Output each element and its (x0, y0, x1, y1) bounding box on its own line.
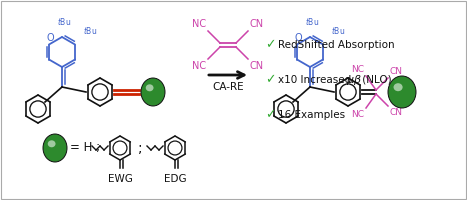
Ellipse shape (388, 76, 416, 108)
Text: $t$Bu: $t$Bu (331, 25, 345, 36)
Text: 16 Examples: 16 Examples (278, 110, 345, 120)
Text: $\mu\beta$: $\mu\beta$ (346, 73, 362, 87)
Ellipse shape (48, 140, 56, 147)
Ellipse shape (43, 134, 67, 162)
Text: CA-RE: CA-RE (212, 82, 244, 92)
Text: CN: CN (250, 61, 264, 71)
Text: RedShifted Absorption: RedShifted Absorption (278, 40, 395, 50)
Text: O: O (47, 33, 54, 43)
Ellipse shape (394, 83, 403, 91)
Text: ✓: ✓ (265, 108, 276, 121)
Text: ✓: ✓ (265, 73, 276, 86)
Text: EDG: EDG (164, 174, 186, 184)
Text: $t$Bu: $t$Bu (305, 16, 319, 27)
Text: NC: NC (192, 61, 206, 71)
Ellipse shape (146, 84, 154, 91)
Text: x10 Increased: x10 Increased (278, 75, 354, 85)
Text: CN: CN (389, 108, 402, 117)
Text: ;: ; (138, 141, 142, 155)
Text: EWG: EWG (107, 174, 133, 184)
Text: = H ;: = H ; (70, 142, 100, 154)
Text: NC: NC (192, 19, 206, 29)
Text: NC: NC (351, 65, 364, 74)
Text: (NLO): (NLO) (359, 75, 392, 85)
Text: O: O (295, 33, 302, 43)
Text: ✓: ✓ (265, 38, 276, 51)
Text: CN: CN (250, 19, 264, 29)
Text: NC: NC (351, 110, 364, 119)
Ellipse shape (141, 78, 165, 106)
Text: CN: CN (389, 67, 402, 76)
Text: $t$Bu: $t$Bu (57, 16, 71, 27)
Text: $t$Bu: $t$Bu (83, 25, 97, 36)
